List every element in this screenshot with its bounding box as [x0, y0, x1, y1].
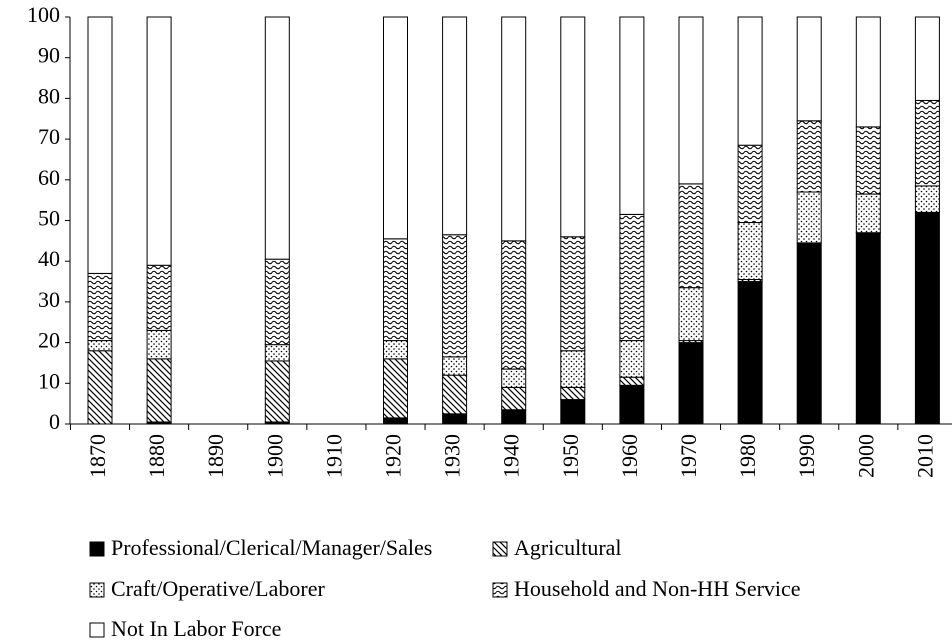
- legend-label: Agricultural: [514, 535, 622, 560]
- bar-segment: [383, 417, 408, 425]
- bar-segment: [560, 399, 586, 425]
- bar-segment: [442, 234, 468, 358]
- bar-segment: [501, 240, 527, 370]
- x-tick-label: 1970: [676, 434, 701, 478]
- bar-segment: [678, 183, 704, 289]
- bar-segment: [914, 99, 940, 187]
- y-tick-label: 100: [27, 2, 60, 27]
- bar-segment: [619, 384, 645, 425]
- bar-segment: [442, 413, 468, 425]
- bar-segment: [383, 16, 408, 240]
- y-tick-label: 60: [38, 165, 60, 190]
- bar-segment: [501, 16, 527, 242]
- x-tick-label: 2000: [853, 434, 878, 478]
- bar-segment: [796, 120, 822, 193]
- bar-segment: [678, 342, 704, 425]
- bar-segment: [383, 340, 408, 360]
- legend-label: Not In Labor Force: [111, 616, 281, 641]
- bar-segment: [87, 16, 113, 274]
- bar-segment: [737, 144, 763, 224]
- bar-segment: [560, 350, 586, 388]
- bar-segment: [678, 16, 704, 185]
- x-tick-label: 1930: [440, 434, 465, 478]
- x-tick-label: 1910: [321, 434, 346, 478]
- x-tick-label: 1960: [617, 434, 642, 478]
- bar-segment: [442, 356, 468, 376]
- x-tick-label: 1940: [499, 434, 524, 478]
- legend-swatch: [492, 541, 508, 557]
- bar-segment: [796, 191, 822, 244]
- bar-segment: [914, 185, 940, 213]
- bar-segment: [146, 16, 172, 266]
- bar-segment: [737, 222, 763, 281]
- y-tick-label: 50: [38, 206, 60, 231]
- x-tick-label: 1920: [381, 434, 406, 478]
- bar-segment: [737, 281, 763, 425]
- legend-label: Professional/Clerical/Manager/Sales: [111, 535, 432, 560]
- bar-segment: [619, 16, 645, 215]
- bar-segment: [264, 258, 290, 346]
- y-tick-label: 0: [49, 409, 60, 434]
- y-tick-label: 20: [38, 328, 60, 353]
- bar-segment: [914, 16, 940, 101]
- bar-segment: [264, 344, 290, 362]
- bar-segment: [914, 211, 940, 425]
- legend-swatch: [89, 541, 105, 557]
- legend-label: Craft/Operative/Laborer: [111, 576, 325, 601]
- bar-segment: [264, 16, 290, 260]
- bar-segment: [501, 368, 527, 388]
- x-tick-label: 1950: [558, 434, 583, 478]
- bar-segment: [264, 360, 290, 423]
- bar-segment: [737, 16, 763, 146]
- bar-segment: [855, 16, 881, 128]
- bar-segment: [146, 264, 172, 331]
- y-tick-label: 10: [38, 368, 60, 393]
- x-tick-label: 1890: [203, 434, 228, 478]
- bar-segment: [87, 272, 113, 342]
- x-tick-label: 1900: [262, 434, 287, 478]
- bar-segment: [501, 409, 527, 425]
- bar-segment: [678, 287, 704, 342]
- y-tick-label: 90: [38, 43, 60, 68]
- bar-segment: [796, 242, 822, 425]
- bar-segment: [855, 126, 881, 195]
- bar-segment: [383, 238, 408, 342]
- x-tick-label: 1880: [144, 434, 169, 478]
- y-tick-label: 30: [38, 287, 60, 312]
- x-tick-label: 2010: [912, 434, 937, 478]
- x-tick-label: 1870: [85, 434, 110, 478]
- bar-segment: [855, 232, 881, 425]
- bar-segment: [619, 376, 645, 386]
- legend-label: Household and Non-HH Service: [514, 576, 801, 601]
- bar-segment: [501, 386, 527, 411]
- bar-segment: [87, 340, 113, 352]
- bar-segment: [383, 358, 408, 419]
- x-tick-label: 1980: [735, 434, 760, 478]
- bar-segment: [146, 358, 172, 423]
- bar-segment: [619, 340, 645, 378]
- bar-segment: [146, 329, 172, 360]
- bar-segment: [796, 16, 822, 122]
- y-tick-label: 40: [38, 246, 60, 271]
- bar-segment: [560, 236, 586, 352]
- legend-swatch: [89, 622, 105, 638]
- x-tick-label: 1990: [794, 434, 819, 478]
- bar-segment: [560, 386, 586, 401]
- bar-segment: [560, 16, 586, 238]
- bar-segment: [619, 213, 645, 342]
- bar-segment: [855, 193, 881, 234]
- y-tick-label: 80: [38, 83, 60, 108]
- bar-segment: [87, 350, 113, 425]
- bar-segment: [442, 16, 468, 236]
- legend-swatch: [492, 582, 508, 598]
- y-tick-label: 70: [38, 124, 60, 149]
- legend-swatch: [89, 582, 105, 598]
- bar-segment: [442, 374, 468, 415]
